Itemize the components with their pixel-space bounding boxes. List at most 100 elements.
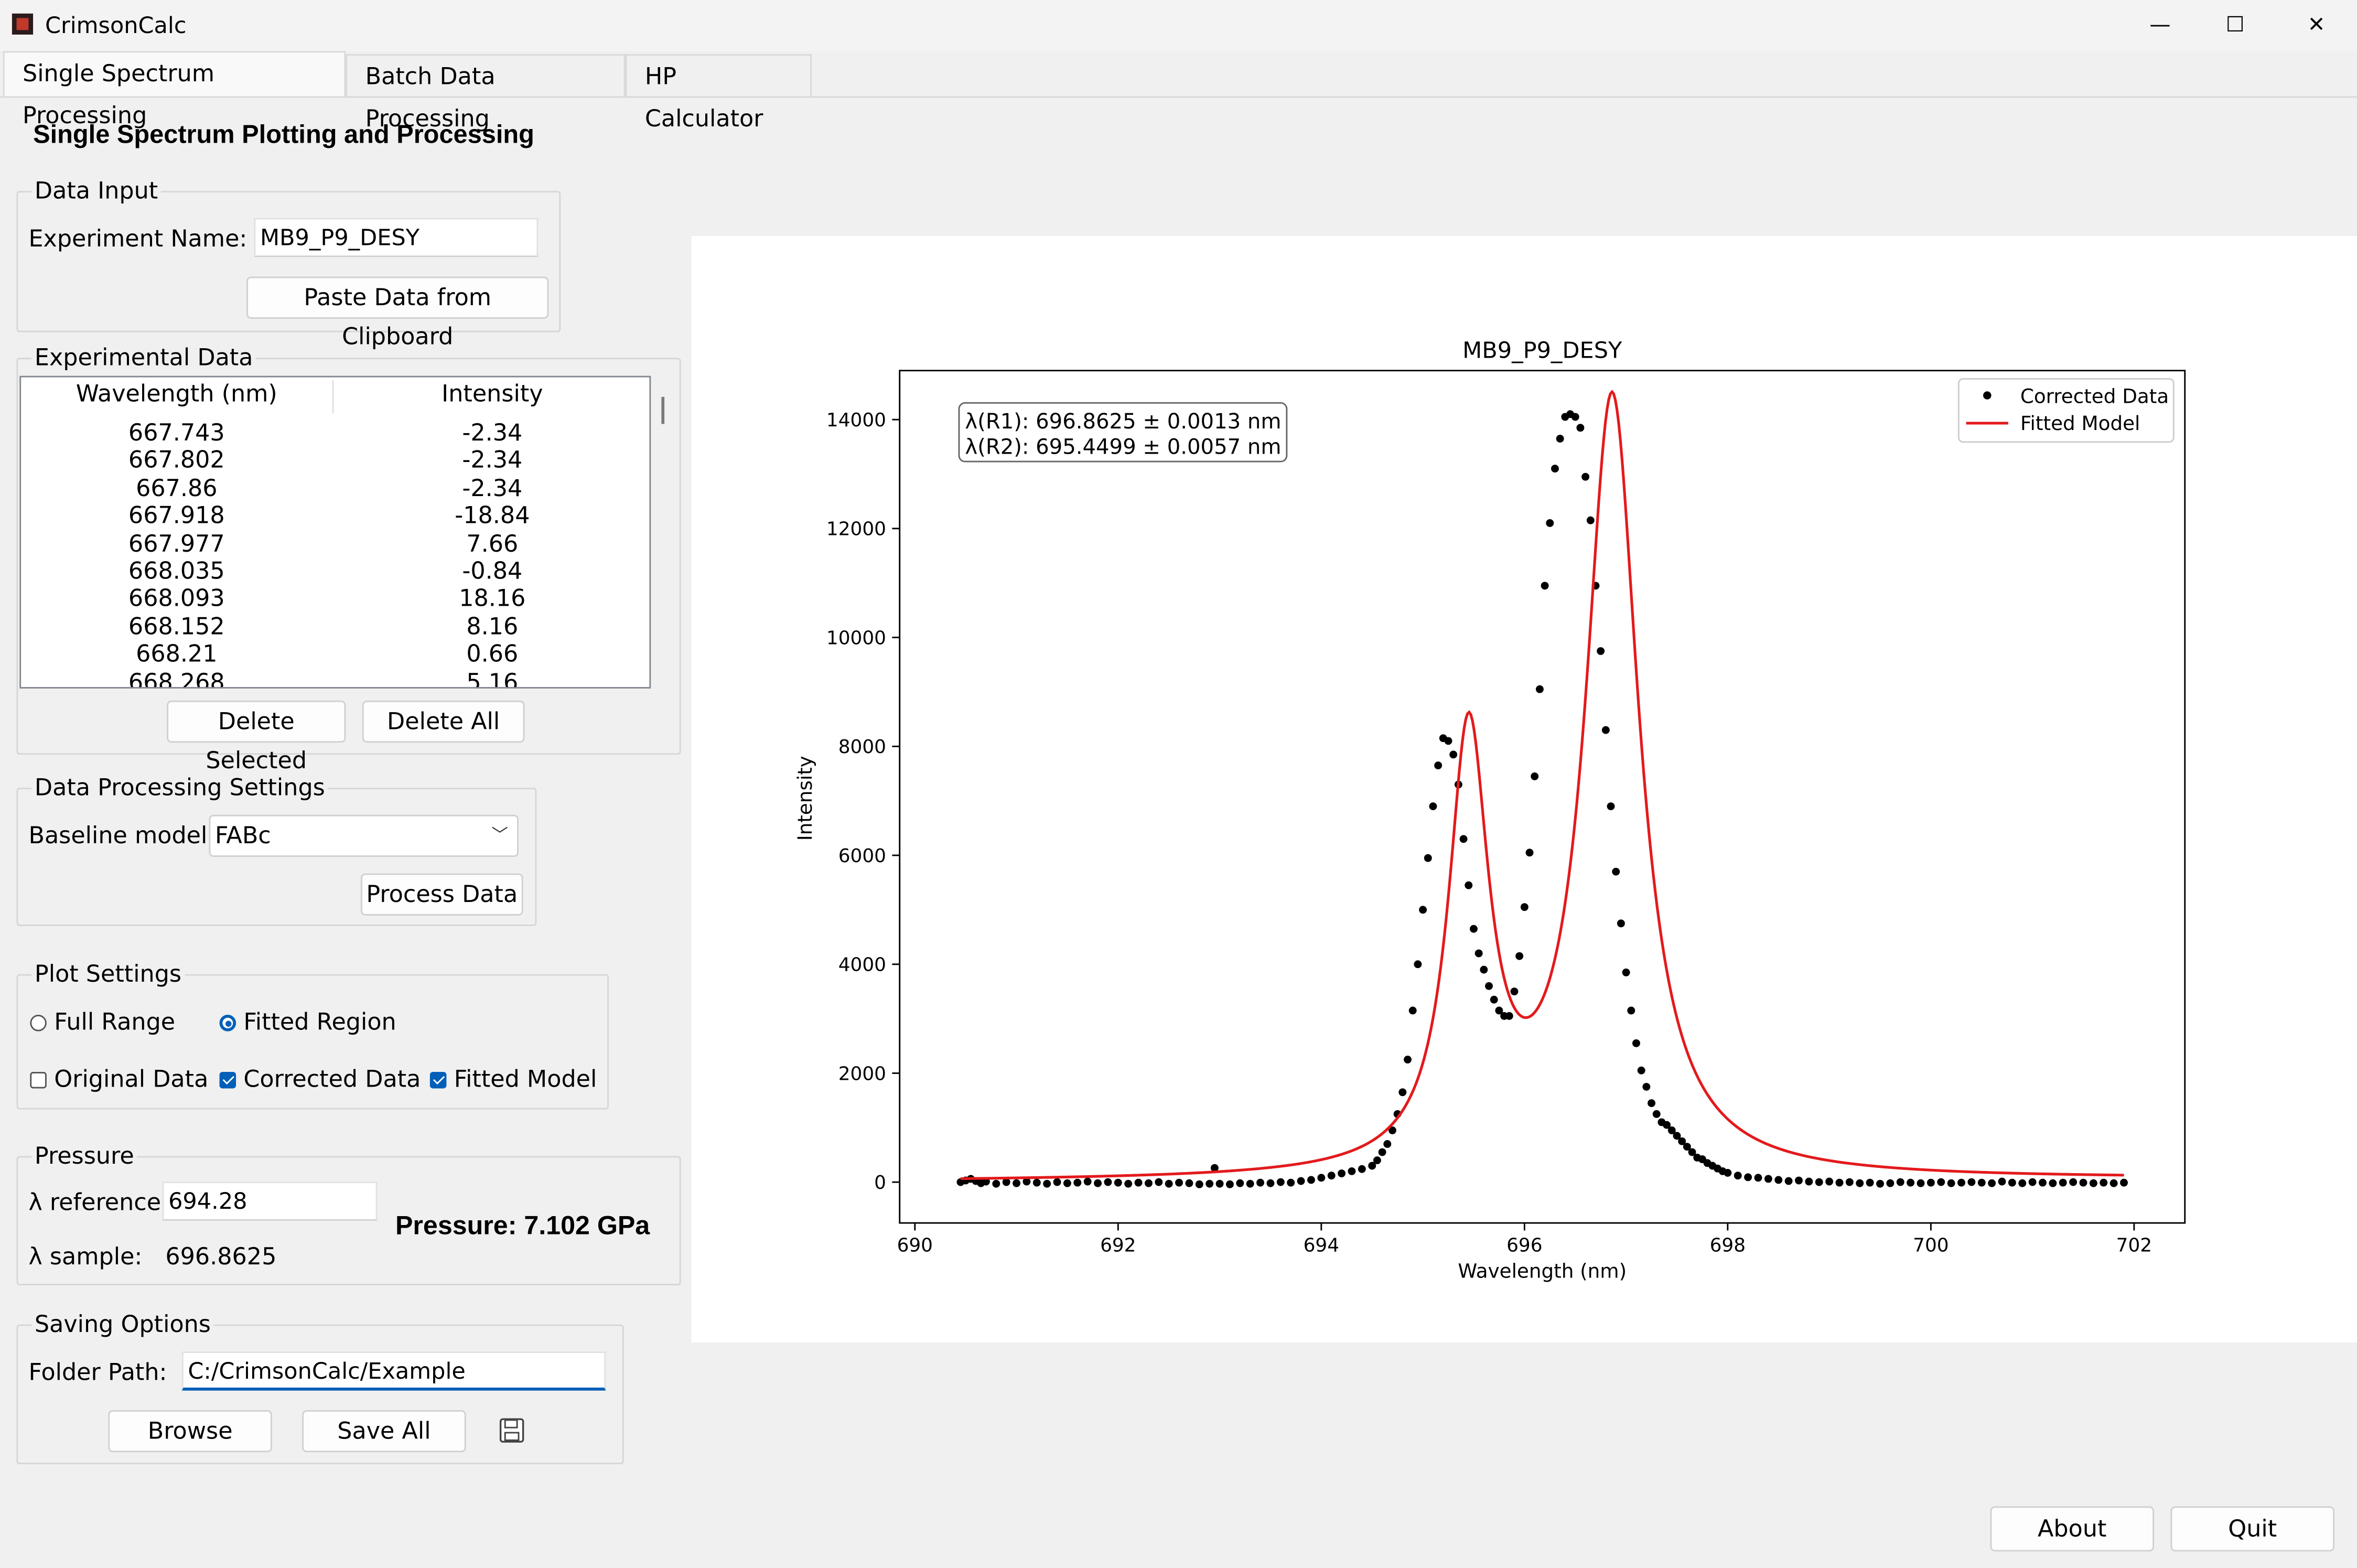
data-point: [1459, 835, 1468, 843]
fitted-region-radio[interactable]: [219, 1015, 236, 1032]
quit-button[interactable]: Quit: [2170, 1506, 2334, 1552]
baseline-model-select[interactable]: FABc ﹀: [209, 814, 519, 857]
delete-selected-button[interactable]: Delete Selected: [167, 700, 346, 774]
data-point: [1988, 1179, 1996, 1187]
table-row[interactable]: 667.743 -2.34: [21, 420, 649, 447]
original-data-label[interactable]: Original Data: [54, 1066, 209, 1093]
delete-all-button[interactable]: Delete All: [362, 700, 525, 743]
table-row[interactable]: 668.268 5.16: [21, 669, 649, 688]
table-row[interactable]: 667.918 -18.84: [21, 502, 649, 530]
fitted-model-checkbox[interactable]: [429, 1071, 447, 1089]
data-point: [1627, 1006, 1635, 1015]
data-point: [2089, 1179, 2097, 1187]
data-input-title: Data Input: [31, 177, 161, 205]
data-point: [1678, 1137, 1686, 1145]
data-point: [1424, 854, 1432, 862]
data-point: [1408, 1006, 1417, 1015]
y-tick-label: 0: [874, 1172, 886, 1194]
process-data-button[interactable]: Process Data: [361, 873, 523, 916]
data-point: [1815, 1178, 1823, 1186]
table-scrollbar[interactable]: [661, 396, 665, 424]
lambda-reference-input[interactable]: 694.28: [162, 1182, 378, 1221]
tab-batch-data[interactable]: Batch Data Processing: [346, 54, 626, 132]
data-point: [1601, 726, 1610, 734]
intensity-cell: -0.84: [462, 557, 523, 585]
experiment-name-label: Experiment Name:: [28, 225, 247, 253]
data-point: [2069, 1178, 2078, 1186]
data-point: [1013, 1179, 1020, 1187]
data-point: [1673, 1132, 1681, 1140]
data-point: [1465, 881, 1473, 889]
data-point: [1977, 1178, 1986, 1187]
tab-single-spectrum[interactable]: Single Spectrum Processing: [3, 51, 346, 130]
x-tick-label: 698: [1710, 1235, 1746, 1256]
data-point: [1327, 1172, 1336, 1180]
table-row[interactable]: 667.977 7.66: [21, 530, 649, 558]
data-point: [1510, 987, 1519, 996]
x-axis-label: Wavelength (nm): [1458, 1260, 1627, 1283]
fitted-model-label[interactable]: Fitted Model: [454, 1066, 597, 1093]
about-button[interactable]: About: [1990, 1506, 2154, 1552]
data-point: [1276, 1178, 1285, 1186]
table-row[interactable]: 668.035 -0.84: [21, 557, 649, 586]
plot-settings-title: Plot Settings: [31, 960, 185, 988]
browse-button[interactable]: Browse: [108, 1410, 272, 1453]
y-tick-label: 6000: [838, 845, 886, 867]
data-point: [1541, 582, 1549, 590]
plot-canvas[interactable]: MB9_P9_DESY Wavelength (nm) Intensity 69…: [691, 236, 2357, 1343]
table-row[interactable]: 667.802 -2.34: [21, 447, 649, 475]
save-all-button[interactable]: Save All: [302, 1410, 466, 1453]
data-point: [1429, 802, 1437, 810]
data-point: [1795, 1176, 1803, 1185]
data-point: [1419, 906, 1427, 914]
corrected-data-checkbox[interactable]: [219, 1071, 236, 1089]
table-row[interactable]: 668.21 0.66: [21, 640, 649, 669]
data-point: [1114, 1178, 1122, 1187]
data-point: [1338, 1169, 1346, 1178]
column-header-wavelength[interactable]: Wavelength (nm): [76, 380, 277, 407]
data-point: [1652, 1110, 1661, 1118]
data-point: [1104, 1178, 1112, 1186]
chart-title: MB9_P9_DESY: [1462, 337, 1622, 363]
data-table[interactable]: Wavelength (nm) Intensity 667.743 -2.34 66…: [19, 375, 651, 689]
full-range-radio[interactable]: [30, 1015, 47, 1032]
minimize-button[interactable]: —: [2149, 13, 2171, 38]
wavelength-cell: 668.093: [128, 585, 225, 613]
data-point: [1063, 1179, 1071, 1187]
data-point: [1648, 1099, 1655, 1108]
maximize-button[interactable]: ☐: [2225, 13, 2245, 38]
column-separator: [332, 380, 334, 414]
table-row[interactable]: 667.86 -2.34: [21, 475, 649, 502]
data-point: [1266, 1179, 1275, 1187]
wavelength-cell: 668.035: [128, 557, 225, 585]
data-point: [1688, 1148, 1696, 1156]
floppy-disk-icon[interactable]: [499, 1417, 525, 1449]
data-point: [1094, 1179, 1102, 1187]
x-tick-label: 690: [897, 1235, 933, 1256]
folder-path-input[interactable]: C:/CrimsonCalc/Example: [181, 1351, 606, 1391]
close-button[interactable]: ✕: [2307, 13, 2326, 38]
fitted-region-label[interactable]: Fitted Region: [243, 1008, 396, 1036]
tab-hp-calculator[interactable]: HP Calculator: [625, 54, 812, 132]
data-input-group: [16, 191, 561, 332]
data-point: [1388, 1126, 1396, 1134]
paste-data-button[interactable]: Paste Data from Clipboard: [246, 276, 549, 350]
data-point: [1896, 1178, 1904, 1186]
experiment-name-input[interactable]: MB9_P9_DESY: [254, 218, 539, 257]
wavelength-cell: 668.21: [136, 640, 218, 668]
table-row[interactable]: 668.093 18.16: [21, 585, 649, 613]
pressure-result: Pressure: 7.102 GPa: [395, 1210, 650, 1241]
data-point: [1622, 968, 1630, 976]
baseline-model-label: Baseline model: [28, 822, 208, 850]
saving-options-group: [16, 1324, 624, 1465]
full-range-label[interactable]: Full Range: [54, 1008, 176, 1036]
data-point: [1876, 1179, 1884, 1188]
data-point: [1175, 1178, 1183, 1187]
corrected-data-label[interactable]: Corrected Data: [243, 1066, 421, 1093]
wavelength-cell: 667.918: [128, 502, 225, 530]
table-row[interactable]: 668.152 8.16: [21, 613, 649, 641]
data-point: [2008, 1178, 2016, 1187]
original-data-checkbox[interactable]: [30, 1071, 47, 1089]
column-header-intensity[interactable]: Intensity: [442, 380, 543, 407]
data-point: [1225, 1180, 1234, 1188]
